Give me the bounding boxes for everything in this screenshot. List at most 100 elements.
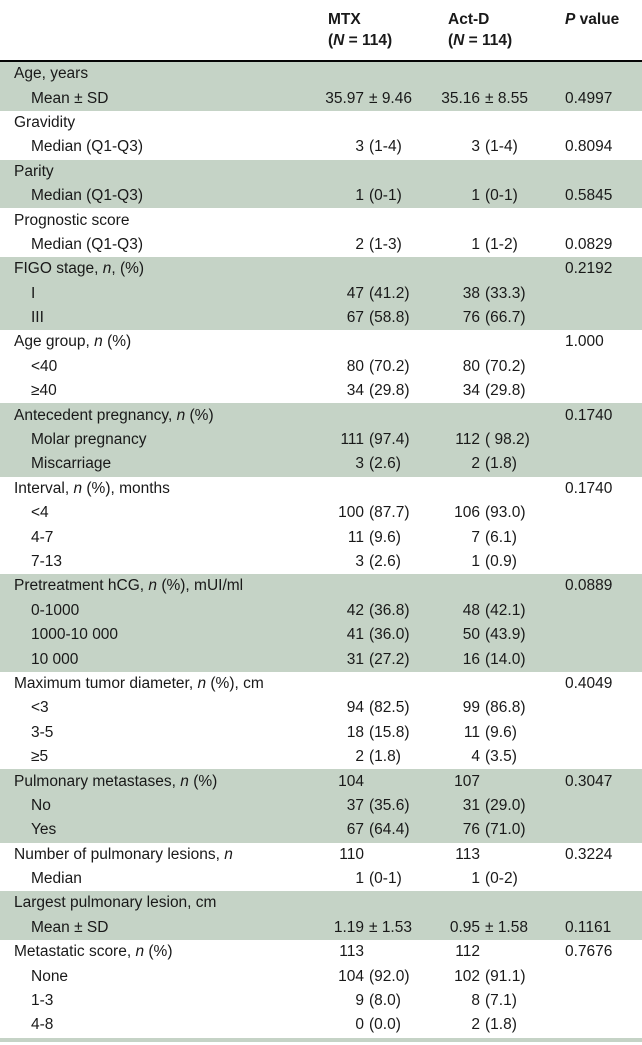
cell-mtx-detail: (0-1)	[369, 870, 402, 888]
row-label: Pulmonary metastases, n (%)	[14, 772, 218, 790]
cell-actd-count: 34	[462, 382, 480, 400]
row-label: 1-3	[31, 992, 54, 1010]
row-label: Interval, n (%), months	[14, 479, 170, 497]
cell-mtx-detail: (15.8)	[369, 723, 410, 741]
row-label: Age group, n (%)	[14, 333, 132, 351]
row-label: Age, years	[14, 65, 89, 83]
cell-mtx-count: 9	[355, 992, 364, 1010]
cell-actd-detail: (9.6)	[485, 723, 517, 741]
row-label: ≥5	[31, 748, 49, 766]
cell-actd-detail: (33.3)	[485, 284, 526, 302]
cell-mtx-count: 18	[346, 723, 364, 741]
cell-pvalue: 0.5845	[565, 187, 613, 205]
cell-mtx-detail: (2.6)	[369, 553, 401, 570]
table-row: 0-1000 42 (36.8) 48 (42.1)	[0, 599, 642, 623]
table-row: Median 1 (0-1) 1 (0-2)	[0, 867, 642, 891]
row-label: Mean ± SD	[31, 89, 109, 107]
cell-actd-count: 113	[455, 845, 480, 863]
table-header-row: MTX (N = 114) Act-D (N = 114) P value	[0, 0, 642, 62]
cell-actd-count: 112	[455, 943, 480, 961]
cell-pvalue: 0.4997	[565, 89, 613, 107]
row-group: Age group, n (%) 1.000 <40 80 (70.2) 80 (70.2)…	[0, 330, 642, 404]
cell-actd-detail: (1-2)	[485, 235, 518, 253]
cell-actd-count: 1	[471, 187, 480, 205]
cell-mtx-detail: (70.2)	[369, 357, 410, 375]
table-row: Age, years	[0, 62, 642, 86]
row-group: Maximum tumor diameter, n (%), cm 0.4049 <…	[0, 671, 642, 770]
row-label: Prognostic score	[14, 211, 130, 229]
cell-mtx-detail: (64.4)	[369, 821, 410, 839]
cell-actd-count: 80	[462, 357, 480, 375]
table-body: Age, years Mean ± SD 35.97 ± 9.46 35.16 ± 8.5…	[0, 62, 642, 1038]
cell-mtx-detail: ± 1.53	[369, 918, 412, 936]
cell-actd-detail: ± 1.58	[485, 918, 528, 936]
row-label: 10 000	[31, 650, 79, 668]
row-group: Number of pulmonary lesions, n 110 113 0.32…	[0, 842, 642, 892]
cell-actd-count: 48	[462, 601, 480, 619]
table-row: Miscarriage 3 (2.6) 2 (1.8)	[0, 452, 642, 476]
table-row: Interval, n (%), months 0.1740	[0, 477, 642, 501]
cell-pvalue: 0.1740	[565, 406, 613, 424]
cell-mtx-detail: (9.6)	[369, 528, 401, 546]
cell-actd-detail: (93.0)	[485, 504, 526, 522]
cell-pvalue: 0.1740	[565, 479, 613, 497]
table-row: Pretreatment hCG, n (%), mUI/ml 0.0889	[0, 574, 642, 598]
cell-mtx-count: 113	[339, 943, 364, 961]
cell-pvalue: 0.2192	[565, 260, 613, 278]
row-label: Median (Q1-Q3)	[31, 138, 143, 156]
cell-actd-count: 76	[462, 309, 480, 327]
table-row: 4-7 11 (9.6) 7 (6.1)	[0, 525, 642, 549]
cell-actd-count: 1	[471, 235, 480, 253]
cell-actd-detail: (14.0)	[485, 650, 526, 668]
cell-actd-count: 107	[454, 772, 480, 790]
row-label: Molar pregnancy	[31, 431, 147, 449]
row-group: Prognostic score Median (Q1-Q3) 2 (1-3) 1 (1-…	[0, 208, 642, 258]
row-group: Metastatic score, n (%) 113 112 0.7676 None 1…	[0, 940, 642, 1038]
cell-actd-count: 7	[471, 528, 480, 546]
cell-actd-detail: (70.2)	[485, 357, 526, 375]
table-row: Metastatic score, n (%) 113 112 0.7676	[0, 940, 642, 964]
row-group: FIGO stage, n, (%) 0.2192 I 47 (41.2) 38 (33.3…	[0, 257, 642, 331]
cell-actd-detail: (1.8)	[485, 1016, 517, 1034]
cell-actd-detail: (0-2)	[485, 870, 518, 888]
row-group: Pretreatment hCG, n (%), mUI/ml 0.0889 0-1…	[0, 574, 642, 672]
cell-mtx-count: 100	[338, 504, 364, 522]
row-label: III	[31, 309, 44, 327]
column-header-mtx: MTX (N = 114)	[328, 11, 393, 49]
cell-mtx-detail: (29.8)	[369, 382, 410, 400]
table-row: ≥40 34 (29.8) 34 (29.8)	[0, 379, 642, 403]
cell-mtx-count: 37	[346, 796, 364, 814]
cell-mtx-count: 67	[346, 309, 364, 327]
cell-actd-count: 16	[462, 650, 480, 668]
table-row: Yes 67 (64.4) 76 (71.0)	[0, 818, 642, 842]
cell-mtx-detail: (97.4)	[369, 431, 410, 449]
row-label: ≥40	[31, 382, 57, 400]
table-row: I 47 (41.2) 38 (33.3)	[0, 282, 642, 306]
cell-mtx-count: 110	[339, 845, 364, 863]
cell-actd-count: 1	[471, 870, 480, 888]
row-label: 4-7	[31, 528, 54, 546]
row-label: Median (Q1-Q3)	[31, 187, 143, 205]
row-group: Largest pulmonary lesion, cm Mean ± SD 1.1…	[0, 891, 642, 941]
cell-mtx-detail: (92.0)	[369, 967, 410, 985]
table-row: 1-3 9 (8.0) 8 (7.1)	[0, 989, 642, 1013]
cell-mtx-count: 31	[346, 650, 364, 668]
cell-actd-count: 102	[454, 967, 480, 985]
table-row: None 104 (92.0) 102 (91.1)	[0, 964, 642, 988]
row-label: Gravidity	[14, 113, 76, 131]
cell-mtx-count: 104	[338, 967, 364, 985]
cell-mtx-detail: (27.2)	[369, 650, 410, 668]
cell-actd-count: 11	[463, 723, 480, 741]
cell-mtx-count: 67	[346, 821, 364, 839]
cell-pvalue: 0.7676	[565, 943, 613, 961]
table-row: Gravidity	[0, 111, 642, 135]
cell-actd-detail: (6.1)	[485, 528, 517, 546]
cell-actd-count: 1	[471, 553, 480, 570]
cell-mtx-count: 111	[340, 431, 364, 449]
table-row: FIGO stage, n, (%) 0.2192	[0, 257, 642, 281]
row-label: Median	[31, 870, 82, 888]
column-header-label	[0, 0, 320, 60]
cell-pvalue: 0.0889	[565, 577, 613, 595]
table-row: Median (Q1-Q3) 3 (1-4) 3 (1-4) 0.8094	[0, 135, 642, 159]
cell-mtx-detail: (36.8)	[369, 601, 410, 619]
